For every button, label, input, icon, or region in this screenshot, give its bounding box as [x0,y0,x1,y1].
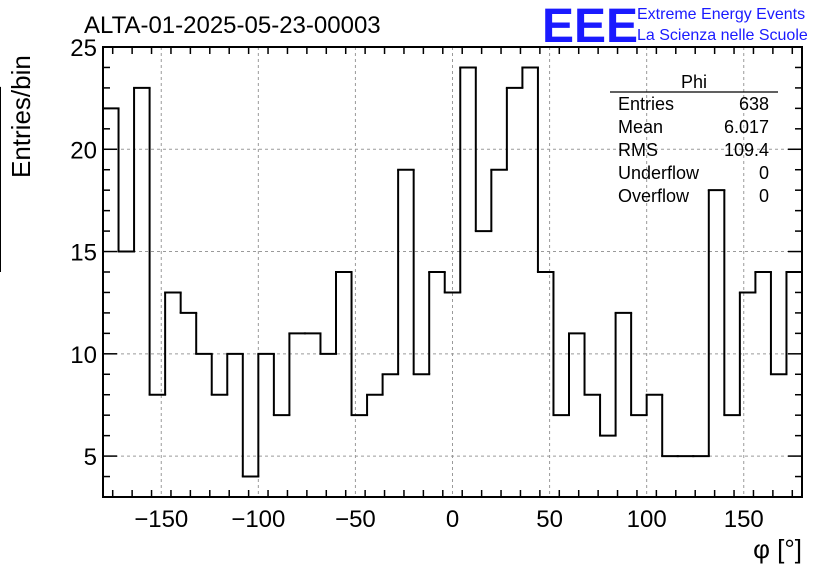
x-tick-label: −150 [134,506,188,533]
y-axis-title: Entries/bin [6,55,36,178]
stats-row-value: 0 [759,186,769,206]
x-tick-label: 100 [627,506,667,533]
axes: −150 −100 −50 0 50 100 150 5 10 15 20 25 [70,35,803,533]
stats-row-value: 0 [759,163,769,183]
y-tick-label: 15 [70,240,97,267]
y-tick-label: 20 [70,137,97,164]
y-tick-label: 25 [70,35,97,62]
stats-row-label: RMS [618,140,658,160]
x-tick-label: −100 [231,506,285,533]
stats-box: Phi Entries 638 Mean 6.017 RMS 109.4 Underflow… [610,72,778,206]
x-tick-label: −50 [335,506,376,533]
stats-row-label: Mean [618,117,663,137]
x-tick-label: 50 [536,506,563,533]
stats-row-label: Underflow [618,163,700,183]
logo-line1: Extreme Energy Events [637,6,805,23]
y-tick-label: 5 [84,444,97,471]
logo-line2: La Scienza nelle Scuole [637,27,808,44]
chart-title: ALTA-01-2025-05-23-00003 [84,12,381,39]
histogram-bins [0,66,803,478]
stats-row-label: Overflow [618,186,690,206]
stats-row-value: 6.017 [724,117,769,137]
stats-box-title: Phi [681,72,707,92]
eee-logo: EEE Extreme Energy Events La Scienza nel… [542,0,808,53]
stats-row-value: 109.4 [724,140,769,160]
grid-lines [103,46,802,497]
stats-row-label: Entries [618,94,674,114]
x-axis-title: φ [°] [753,534,802,564]
stats-row-value: 638 [739,94,769,114]
x-tick-label: 150 [724,506,764,533]
y-tick-label: 10 [70,342,97,369]
logo-text: EEE [542,0,638,53]
x-tick-label: 0 [446,506,459,533]
